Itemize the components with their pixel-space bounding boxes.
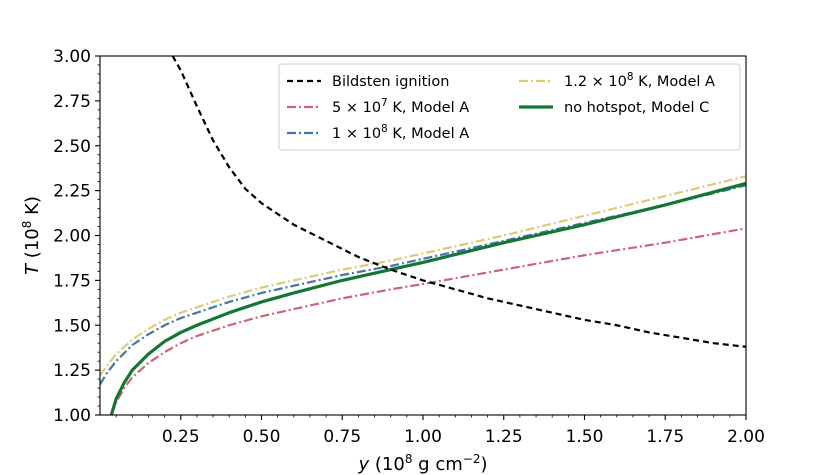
series-line-bildsten [171,56,746,348]
y-axis-label: T (108 K) [20,196,43,275]
legend-label-bildsten: Bildsten ignition [332,74,449,90]
x-axis-label: y (108 g cm−2) [358,452,488,475]
x-axis-ticks: 0.25 0.50 0.75 1.00 1.25 1.50 1.75 2.00 [115,415,765,447]
x-tick-label: 2.00 [727,427,765,447]
legend-label-1-2e8: 1.2 × 108 K, Model A [564,71,715,90]
series-layer [100,56,746,415]
plot-frame [99,55,747,416]
legend-item-bildsten: Bildsten ignition [287,74,449,90]
y-tick-label: 1.00 [53,406,91,426]
x-tick-label: 0.50 [243,427,281,447]
series-line-5e7 [110,227,746,415]
y-tick-label: 1.25 [53,361,91,381]
y-axis-ticks: 1.00 1.25 1.50 1.75 2.00 2.25 2.50 2.75 3.00 [53,47,100,426]
x-tick-label: 0.75 [323,427,361,447]
x-tick-label: 0.25 [162,427,200,447]
legend-item-1-2e8: 1.2 × 108 K, Model A [519,71,715,90]
y-tick-label: 3.00 [53,47,91,67]
legend-label-5e7: 5 × 107 K, Model A [332,97,469,116]
y-tick-label: 1.50 [53,316,91,336]
legend-item-model-c: no hotspot, Model C [519,100,709,116]
x-tick-label: 1.00 [404,427,442,447]
legend-label-1e8: 1 × 108 K, Model A [332,123,469,142]
legend: Bildsten ignition 5 × 107 K, Model A 1 ×… [278,63,741,151]
series-line-1e8 [100,184,746,386]
legend-item-1e8: 1 × 108 K, Model A [287,123,469,142]
y-tick-label: 1.75 [53,271,91,291]
series-line-model-c [109,181,746,415]
y-tick-label: 2.00 [53,227,91,247]
x-tick-label: 1.75 [646,427,684,447]
legend-frame [278,63,741,151]
legend-label-model-c: no hotspot, Model C [564,100,709,116]
series-line-1-2e8 [100,175,746,377]
y-tick-label: 2.25 [53,182,91,202]
x-tick-label: 1.50 [566,427,604,447]
y-tick-label: 2.50 [53,137,91,157]
y-tick-label: 2.75 [53,92,91,112]
legend-item-5e7: 5 × 107 K, Model A [287,97,469,116]
x-tick-label: 1.25 [485,427,523,447]
